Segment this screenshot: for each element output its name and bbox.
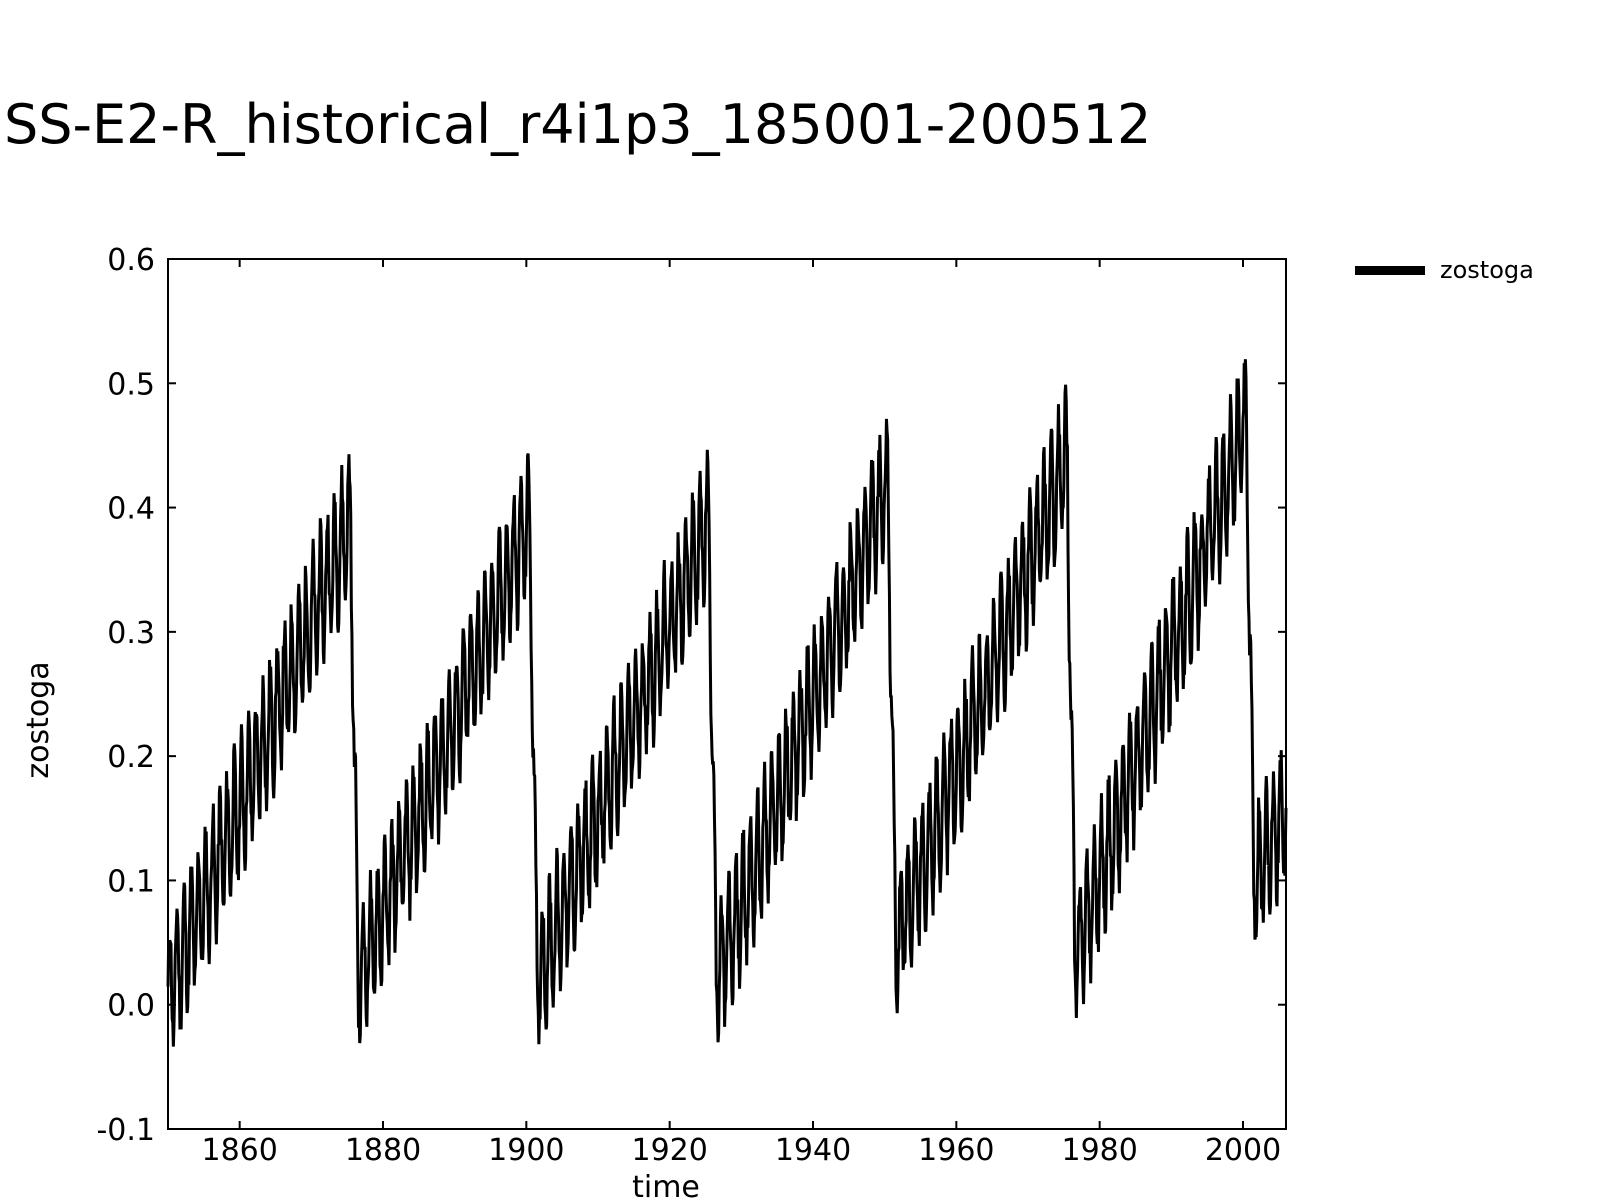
y-tick-label: 0.6 [107, 243, 155, 278]
x-axis-label: time [632, 1170, 700, 1200]
y-tick-label: -0.1 [96, 1113, 155, 1148]
x-tick-label: 1900 [488, 1133, 564, 1168]
y-axis-ticks: -0.1 0.0 0.1 0.2 0.3 0.4 0.5 0.6 [96, 243, 1286, 1148]
y-tick-label: 0.5 [107, 367, 155, 402]
y-tick-label: 0.0 [107, 989, 155, 1024]
y-tick-label: 0.4 [107, 492, 155, 527]
plot-frame [167, 258, 1287, 1130]
chart-title: SS-E2-R_historical_r4i1p3_185001-200512 [4, 93, 1152, 156]
x-tick-label: 1860 [201, 1133, 277, 1168]
legend-swatch [1355, 266, 1425, 275]
x-tick-label: 1880 [345, 1133, 421, 1168]
legend: zostoga [1355, 256, 1534, 284]
x-tick-label: 1980 [1061, 1133, 1137, 1168]
data-layer [166, 359, 1288, 1047]
legend-label: zostoga [1440, 256, 1534, 284]
y-tick-label: 0.1 [107, 864, 155, 899]
x-axis-ticks: 1860 1880 1900 1920 1940 1960 1980 2000 [201, 259, 1281, 1168]
x-tick-label: 1960 [918, 1133, 994, 1168]
y-tick-label: 0.3 [107, 616, 155, 651]
y-tick-label: 0.2 [107, 740, 155, 775]
x-tick-label: 2000 [1205, 1133, 1281, 1168]
x-tick-label: 1920 [631, 1133, 707, 1168]
series-line-zostoga [166, 359, 1288, 1047]
x-tick-label: 1940 [775, 1133, 851, 1168]
y-axis-label: zostoga [21, 661, 56, 778]
